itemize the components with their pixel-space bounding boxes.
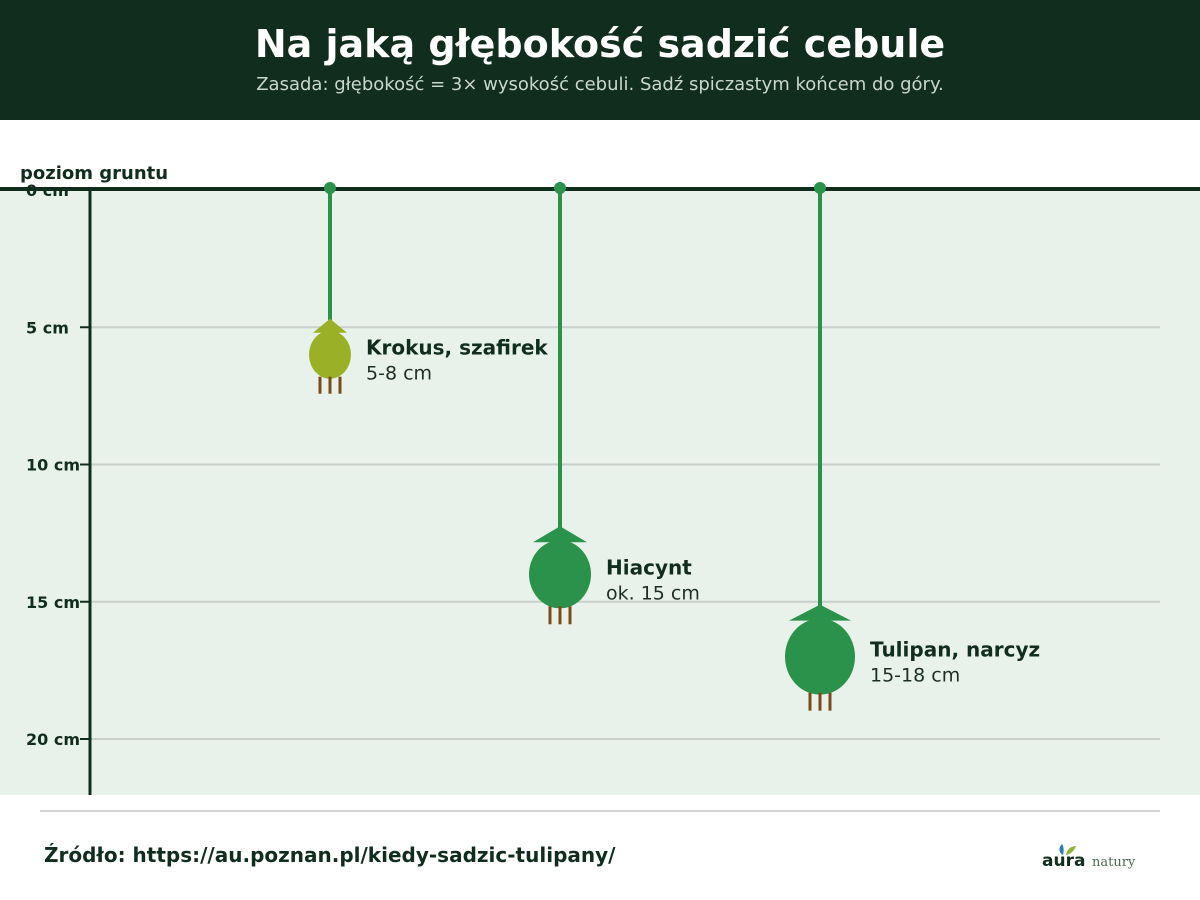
bulb-tulipan: Tulipan, narcyz 15-18 cm [785, 182, 1040, 711]
aura-natury-logo: aura natury [1036, 838, 1146, 878]
stem-top-dot [814, 182, 826, 194]
bulb-depth-label: 5-8 cm [366, 363, 432, 385]
bulb-shape [529, 540, 591, 608]
depth-tick-label: 15 cm [26, 593, 80, 612]
logo-text: aura [1042, 851, 1085, 871]
depth-tick-label: 10 cm [26, 456, 80, 475]
bulb-shape [309, 331, 351, 379]
depth-ticks: 0 cm 5 cm 10 cm 15 cm 20 cm [26, 181, 90, 749]
depth-tick-label: 0 cm [26, 181, 69, 200]
depth-tick-label: 5 cm [26, 318, 69, 337]
bulb-depth-label: 15-18 cm [870, 665, 960, 687]
footer-divider [40, 810, 1160, 812]
logo-subtext: natury [1092, 855, 1136, 870]
stem-top-dot [554, 182, 566, 194]
bulb-hiacynt: Hiacynt ok. 15 cm [529, 182, 700, 624]
bulbs: Krokus, szafirek 5-8 cm Hiacynt ok. 15 cm Tu… [309, 182, 1040, 711]
bulb-shape [785, 619, 855, 695]
depth-grid [90, 327, 1160, 739]
bulb-krokus: Krokus, szafirek 5-8 cm [309, 182, 548, 394]
bulb-tip [789, 605, 851, 621]
bulb-tip [313, 319, 347, 333]
bulb-name-label: Krokus, szafirek [366, 336, 548, 360]
bulb-name-label: Tulipan, narcyz [870, 638, 1040, 662]
bulb-depth-label: ok. 15 cm [606, 582, 700, 604]
source-link[interactable]: Źródło: https://au.poznan.pl/kiedy-sadzi… [44, 843, 615, 867]
bulb-tip [533, 526, 587, 542]
bulb-name-label: Hiacynt [606, 555, 692, 579]
depth-tick-label: 20 cm [26, 730, 80, 749]
stem-top-dot [324, 182, 336, 194]
